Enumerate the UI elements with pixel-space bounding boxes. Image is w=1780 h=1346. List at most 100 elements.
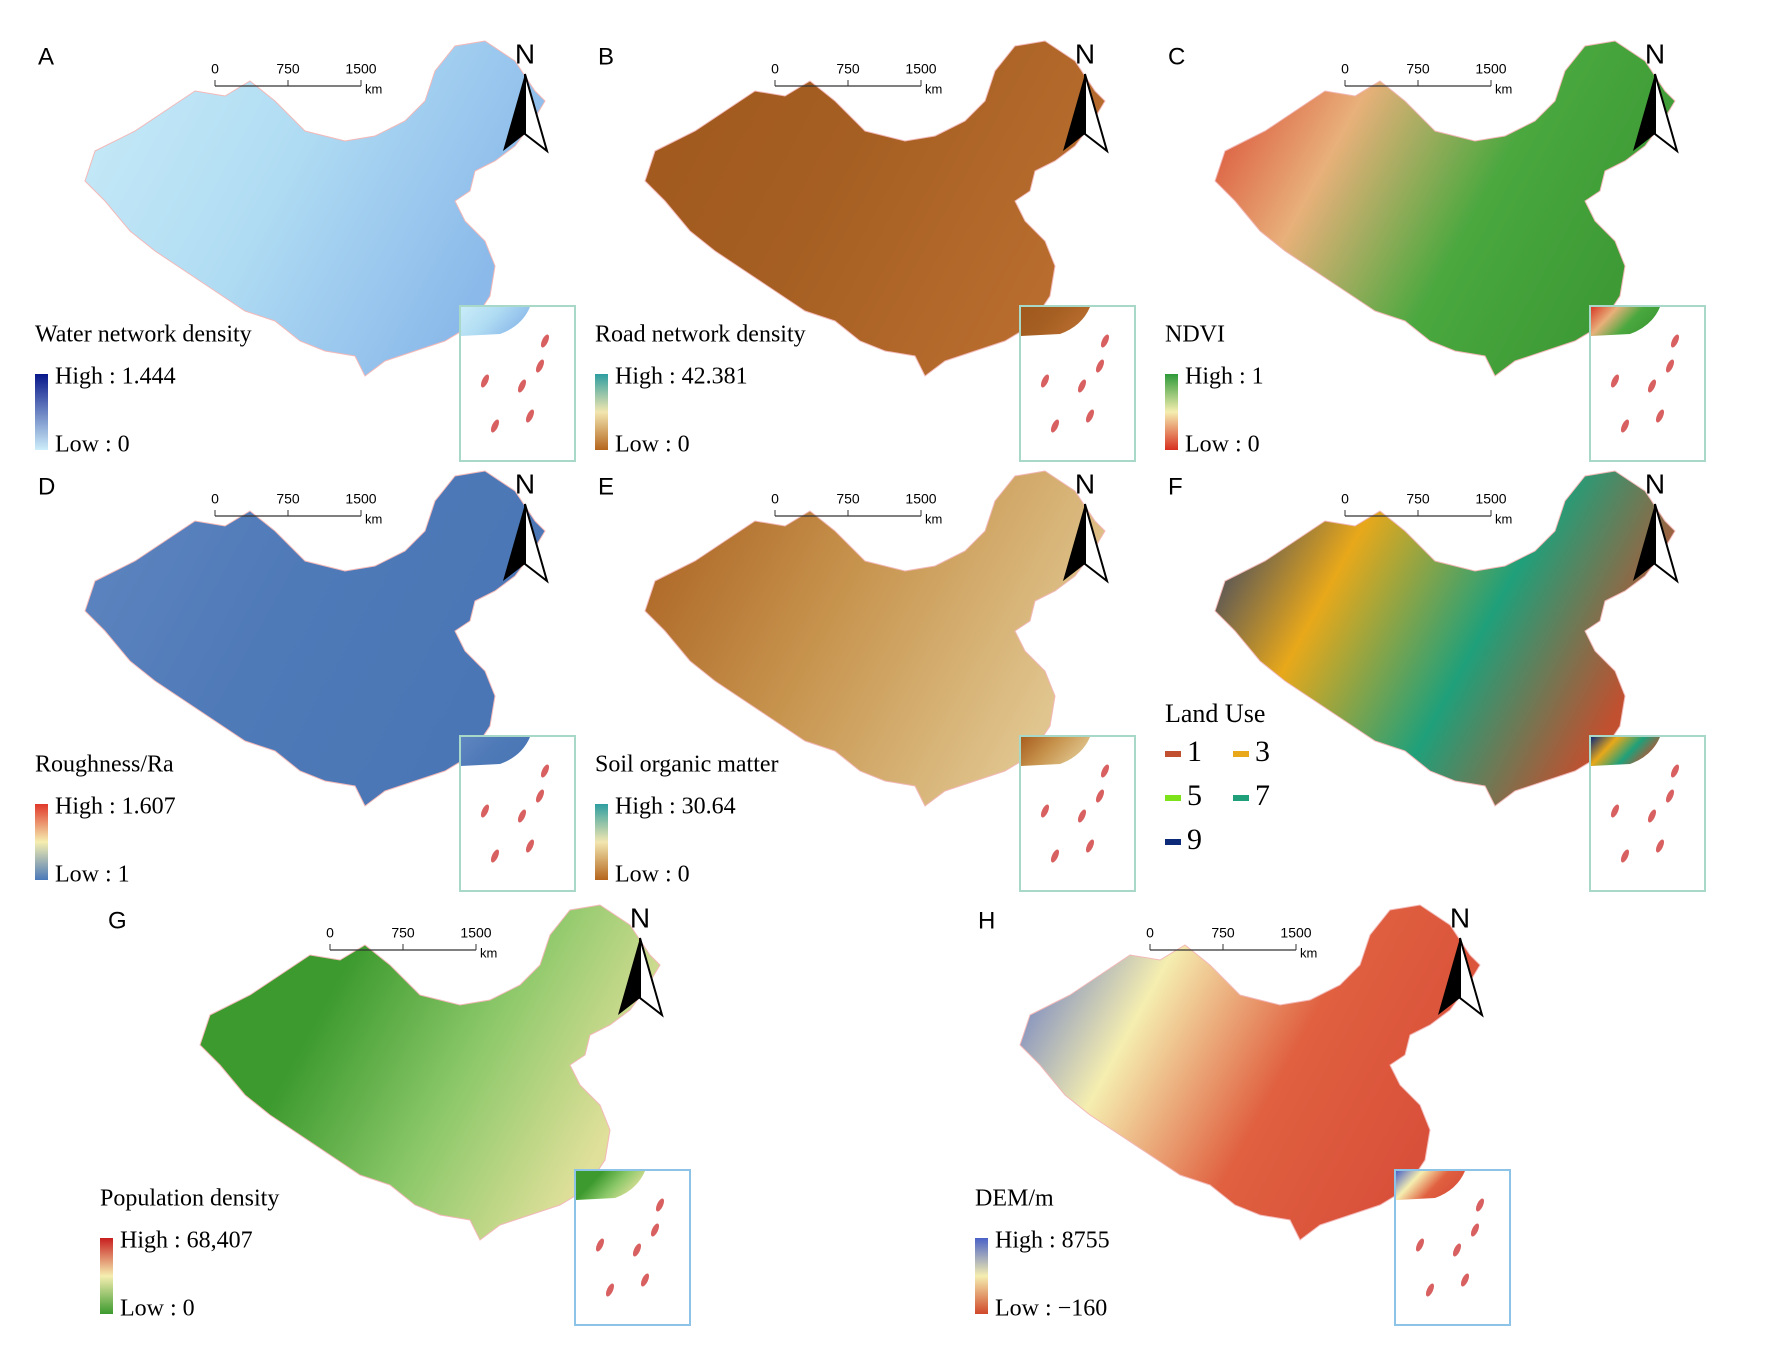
legend-low: Low : 0	[615, 432, 690, 458]
panel-letter: D	[38, 473, 55, 500]
scale-label: 0	[211, 491, 219, 507]
island-line	[1655, 839, 1665, 853]
inset-coast	[1591, 737, 1660, 766]
legend: DEM/m High : 8755 Low : −160	[975, 1186, 1110, 1322]
map-panel: H 0 750 1500 km N DEM/m High : 8755 Low : −160	[975, 902, 1511, 1326]
island-line	[517, 809, 527, 823]
china-outline	[1214, 470, 1676, 807]
inset-coast	[461, 737, 530, 766]
inset-map	[1019, 305, 1136, 462]
panel-letter: H	[978, 907, 995, 934]
north-arrow: N	[1633, 468, 1679, 584]
island-line	[1620, 419, 1630, 433]
scale-bar: 0 750 1500 km	[771, 61, 942, 97]
island-line	[1085, 409, 1095, 423]
map-panel: F 0 750 1500 km N Land Use 1 3 5 7 9	[1165, 468, 1706, 892]
legend-title: Water network density	[35, 322, 252, 348]
island-line	[480, 804, 490, 818]
arrow-right	[1084, 73, 1109, 154]
legend-title: DEM/m	[975, 1186, 1054, 1212]
legend-ramp	[595, 804, 608, 880]
scale-label: 0	[771, 491, 779, 507]
inset-coast	[1591, 307, 1660, 336]
scale-label: 0	[211, 61, 219, 77]
legend: Road network density High : 42.381 Low : 0	[595, 322, 806, 458]
island-line	[490, 849, 500, 863]
legend: NDVI High : 1 Low : 0	[1165, 322, 1264, 458]
scale-bar: 0 750 1500 km	[1146, 925, 1317, 961]
scale-label: 1500	[1475, 491, 1506, 507]
island-line	[535, 789, 545, 803]
inset-coast	[461, 307, 530, 336]
legend: Soil organic matter High : 30.64 Low : 0	[595, 752, 779, 888]
legend-ramp	[595, 374, 608, 450]
legend-label: 3	[1255, 735, 1270, 768]
map	[84, 470, 546, 807]
panel-letter: B	[598, 43, 614, 70]
legend-high: High : 42.381	[615, 364, 748, 390]
panel-letter: F	[1168, 473, 1183, 500]
china-outline	[1214, 40, 1676, 377]
island-line	[540, 764, 550, 778]
island-line	[1475, 1198, 1485, 1212]
legend-title: Roughness/Ra	[35, 752, 174, 778]
scale-label: 1500	[905, 491, 936, 507]
legend-high: High : 1.444	[55, 364, 176, 390]
legend-low: Low : 1	[55, 862, 130, 888]
arrow-left	[1438, 938, 1460, 1015]
north-arrow: N	[618, 902, 664, 1018]
island-line	[517, 379, 527, 393]
scale-label: 1500	[905, 61, 936, 77]
island-line	[540, 334, 550, 348]
map	[1214, 40, 1676, 377]
island-line	[1085, 839, 1095, 853]
legend-swatch	[1233, 751, 1249, 757]
legend: Population density High : 68,407 Low : 0	[100, 1186, 279, 1322]
legend-ramp	[100, 1238, 113, 1314]
legend: Roughness/Ra High : 1.607 Low : 1	[35, 752, 176, 888]
legend-low: Low : 0	[1185, 432, 1260, 458]
map-panel: E 0 750 1500 km N Soil organic matter High : 30…	[595, 468, 1136, 892]
north-arrow: N	[503, 468, 549, 584]
scale-bar: 0 750 1500 km	[1341, 61, 1512, 97]
scale-label: 0	[1146, 925, 1154, 941]
legend-title: Road network density	[595, 322, 806, 348]
china-outline	[84, 470, 546, 807]
island-line	[1452, 1243, 1462, 1257]
scale-unit: km	[365, 81, 382, 96]
scale-label: 750	[1211, 925, 1235, 941]
legend-ramp	[35, 374, 48, 450]
island-line	[480, 374, 490, 388]
scale-label: 1500	[345, 61, 376, 77]
inset-map	[574, 1169, 691, 1326]
island-line	[650, 1223, 660, 1237]
north-arrow: N	[503, 38, 549, 154]
island-line	[1050, 849, 1060, 863]
panel-letter: G	[108, 907, 127, 934]
island-line	[1415, 1238, 1425, 1252]
map	[644, 470, 1106, 807]
arrow-left	[1063, 74, 1085, 151]
north-arrow: N	[1063, 468, 1109, 584]
legend-low: Low : 0	[55, 432, 130, 458]
island-line	[1425, 1283, 1435, 1297]
arrow-right	[1654, 73, 1679, 154]
china-outline	[84, 40, 546, 377]
legend: Water network density High : 1.444 Low : 0	[35, 322, 252, 458]
inset-coast	[1021, 737, 1090, 766]
legend-ramp	[35, 804, 48, 880]
inset-map	[1394, 1169, 1511, 1326]
panel-letter: C	[1168, 43, 1185, 70]
legend-title: Soil organic matter	[595, 752, 779, 778]
arrow-right	[1084, 503, 1109, 584]
island-line	[525, 839, 535, 853]
legend: Land Use 1 3 5 7 9	[1165, 699, 1270, 856]
legend-title: NDVI	[1165, 322, 1225, 348]
north-label: N	[1075, 38, 1095, 69]
island-line	[1670, 334, 1680, 348]
map-panel: A 0 750 1500 km N Water network density High : …	[35, 38, 576, 462]
scale-label: 750	[1406, 491, 1430, 507]
north-label: N	[630, 902, 650, 933]
island-line	[490, 419, 500, 433]
scale-label: 750	[836, 491, 860, 507]
